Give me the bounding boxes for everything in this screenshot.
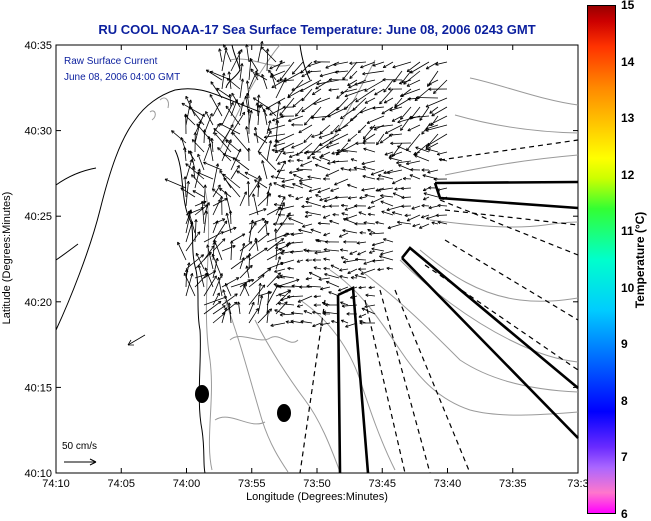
scale-label: 50 cm/s (62, 441, 97, 452)
x-tick-label: 73:40 (434, 478, 462, 490)
x-tick-label: 73:3 (567, 478, 588, 490)
y-tick-label: 40:15 (24, 382, 52, 394)
colorbar-tick-label: 13 (621, 111, 634, 125)
buoy-marker-north (195, 385, 209, 403)
colorbar-tick-label: 8 (621, 394, 628, 408)
x-tick-label: 73:35 (499, 478, 527, 490)
y-tick-label: 40:10 (24, 468, 52, 480)
current-annotation-line1: Raw Surface Current (64, 56, 158, 67)
colorbar-tick-label: 12 (621, 168, 634, 182)
map-frame (56, 45, 578, 473)
colorbar-tick-label: 11 (621, 224, 634, 238)
colorbar-label: Temperature (°C) (633, 212, 647, 309)
y-tick-label: 40:30 (24, 126, 52, 138)
colorbar-tick-label: 15 (621, 0, 634, 12)
x-tick-label: 73:50 (303, 478, 331, 490)
x-axis-label: Longitude (Degrees:Minutes) (246, 491, 388, 503)
y-axis-label: Latitude (Degrees:Minutes) (1, 192, 13, 325)
colorbar-tick-label: 14 (621, 55, 634, 69)
x-tick-label: 74:05 (107, 478, 135, 490)
temperature-colorbar (587, 5, 616, 514)
current-vector (416, 98, 438, 99)
figure-title: RU COOL NOAA-17 Sea Surface Temperature:… (98, 22, 535, 37)
y-tick-label: 40:20 (24, 297, 52, 309)
buoy-marker-south (277, 404, 291, 422)
current-annotation-line2: June 08, 2006 04:00 GMT (64, 72, 180, 83)
y-tick-label: 40:35 (24, 40, 52, 52)
y-tick-label: 40:25 (24, 211, 52, 223)
current-vector (436, 215, 447, 216)
x-tick-label: 74:00 (173, 478, 201, 490)
colorbar-tick-label: 7 (621, 450, 628, 464)
x-tick-label: 73:45 (368, 478, 396, 490)
x-tick-label: 73:55 (238, 478, 266, 490)
colorbar-tick-label: 9 (621, 337, 628, 351)
